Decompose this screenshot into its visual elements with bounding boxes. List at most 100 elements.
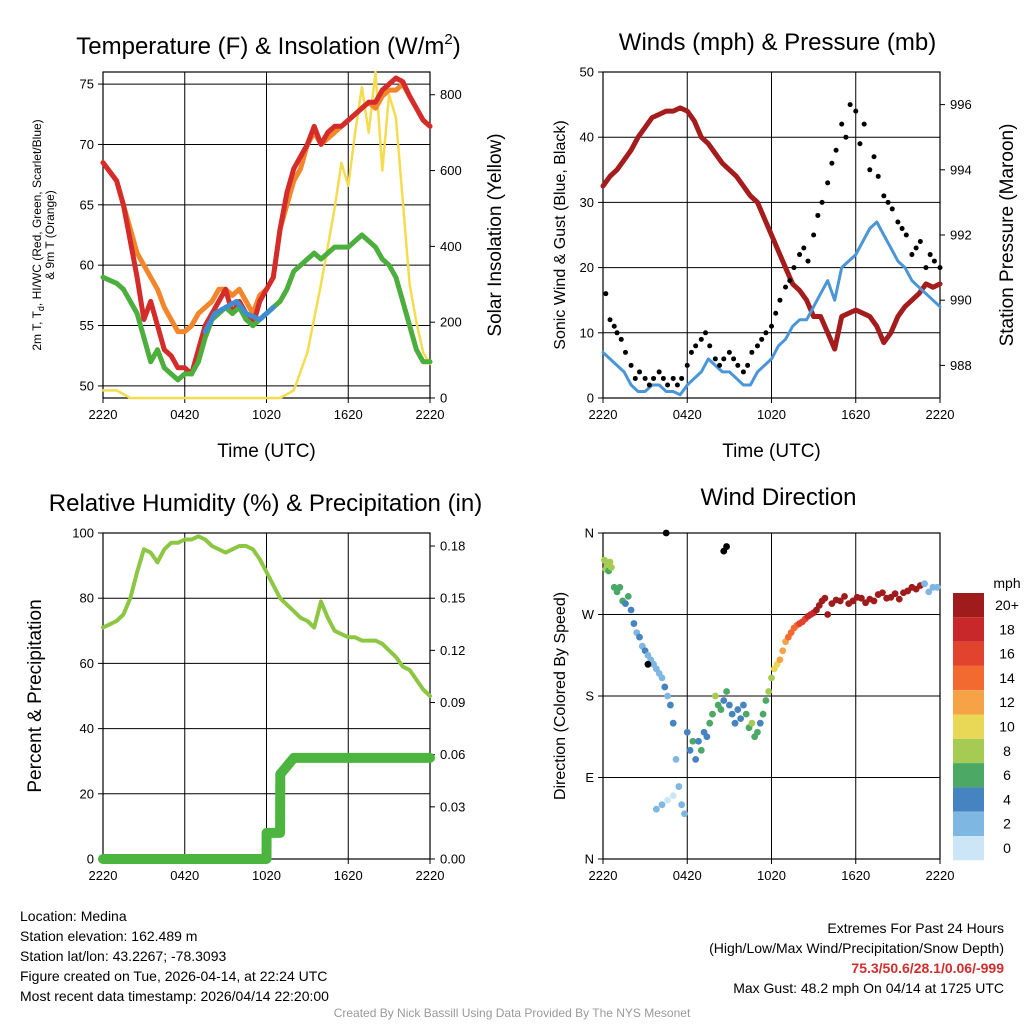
y-tick-label: 20 [580,260,594,275]
legend-swatch [953,690,984,715]
gust-point [899,225,905,231]
y-tick-label: 60 [80,258,94,273]
direction-point [756,719,764,727]
plot-frame-3 [602,532,941,860]
elevation-text: Station elevation: 162.489 m [20,928,198,944]
gust-point [614,330,620,336]
direction-point [737,715,745,723]
y-tick-label: 65 [80,197,94,212]
legend-swatch [953,617,984,642]
legend-swatch [953,665,984,691]
direction-point [728,710,736,718]
direction-point [709,710,716,718]
direction-point [697,746,705,754]
gust-point [607,317,613,323]
x-tick-label: 2220 [589,407,618,422]
series-line-hi-wc [202,298,276,335]
series-line-wind [601,220,942,397]
gust-point [815,212,821,218]
direction-point [836,597,844,605]
legend-swatch [953,641,984,666]
gust-point [745,362,751,368]
y2-tick-label: 600 [440,163,462,178]
y2-axis-label: Solar Insolation (Yellow) [485,133,506,336]
y-tick-label: 55 [80,318,94,333]
plot-frame-1 [602,71,941,399]
y2-tick-label: 0.18 [440,539,465,554]
y2-tick-label: 800 [440,87,462,102]
gust-point [917,239,923,245]
direction-point [731,719,739,727]
direction-point [759,710,767,718]
direction-point [754,728,761,736]
y-tick-label: W [582,607,595,622]
y2-tick-label: 0.09 [440,695,465,710]
y-tick-label: 75 [80,77,94,92]
gust-point [805,258,811,264]
y-tick-label: E [585,770,594,785]
direction-point [895,595,903,603]
x-tick-label: 2220 [416,868,445,883]
direction-point [841,592,848,600]
direction-point [821,594,829,602]
gust-point [861,121,867,127]
direction-point [857,594,865,602]
gust-point [825,180,831,186]
direction-point [762,697,770,704]
gust-point [707,343,713,349]
gust-point [603,291,609,297]
gust-point [759,336,765,342]
direction-point [768,674,775,682]
direction-point [664,692,671,700]
direction-point [717,706,725,713]
legend-label: 10 [999,719,1015,735]
gust-point [867,167,873,173]
gust-point [628,362,634,368]
series-line-precip [98,752,435,864]
gust-point [871,154,877,160]
gust-point [698,336,704,342]
gust-point [618,336,624,342]
direction-point [706,719,714,727]
direction-point [652,805,660,813]
direction-point [627,606,635,614]
y-tick-label: 10 [580,325,594,340]
y-axis-label: 2m T, Td, HI/WC (Red, Green, Scarlet/Blu… [30,119,57,350]
direction-point [630,620,638,627]
gust-point [797,252,803,258]
gust-point [763,330,769,336]
y2-tick-label: 988 [950,358,972,373]
direction-point [734,706,742,713]
y-tick-label: 50 [80,378,94,393]
series-line-2m-t [100,75,433,377]
legend-label: 0 [1003,840,1011,856]
location-text: Location: Medina [20,908,127,924]
direction-point [622,600,629,608]
legend-label: 12 [999,694,1015,710]
extremes-subheading: (High/Low/Max Wind/Precipitation/Snow De… [709,940,1004,956]
y2-tick-label: 200 [440,315,462,330]
direction-point [776,656,784,664]
y-tick-label: 40 [80,721,94,736]
x-axis-label: Time (UTC) [217,441,316,462]
gust-point [679,375,685,381]
direction-point [703,733,711,741]
direction-point [669,719,677,727]
gust-point [693,343,699,349]
gust-point [787,278,793,284]
direction-point [636,633,643,641]
gust-point [646,382,652,388]
y-axis-label: Sonic Wind & Gust (Blue, Black) [552,120,569,349]
gust-point [839,121,845,127]
y2-tick-label: 994 [950,162,972,177]
y2-tick-label: 0.00 [440,852,465,867]
direction-point [891,590,899,598]
y2-tick-label: 400 [440,239,462,254]
y-tick-label: 100 [72,526,94,541]
direction-point [870,597,878,605]
gust-point [731,356,737,362]
credit-text: Created By Nick Bassill Using Data Provi… [333,1006,691,1020]
extremes-values: 75.3/50.6/28.1/0.06/-999 [851,960,1004,976]
direction-point [669,792,677,800]
